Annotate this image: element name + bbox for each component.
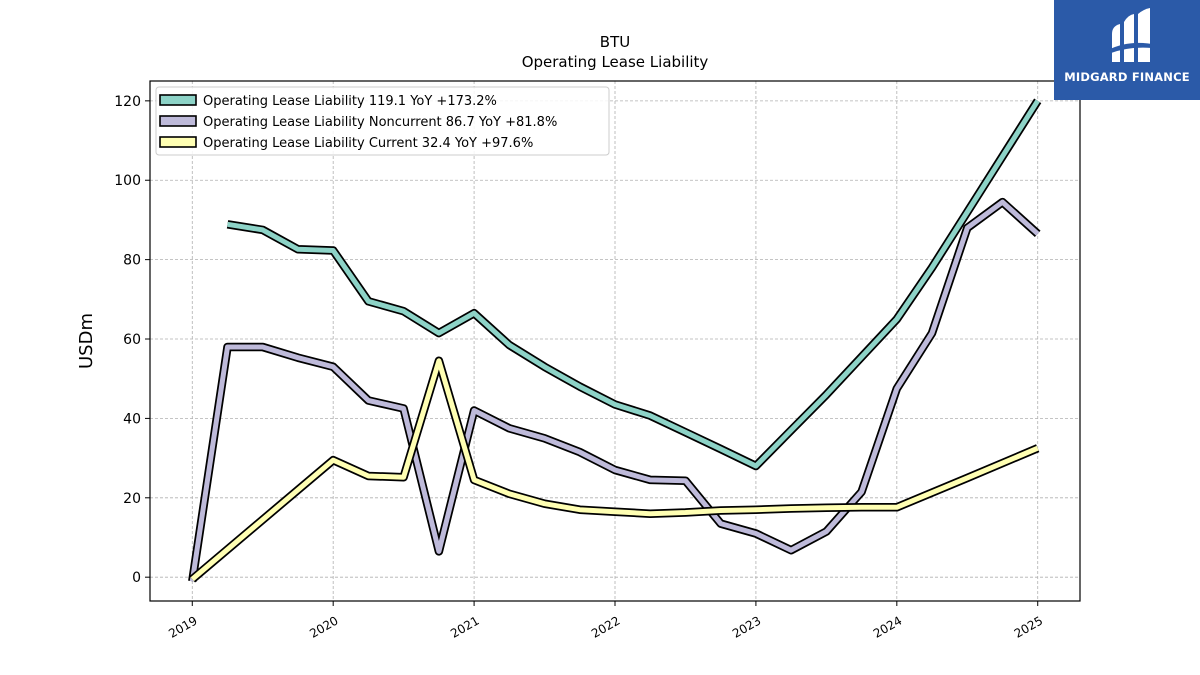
legend-entry: Operating Lease Liability 119.1 YoY +173… — [203, 94, 497, 109]
x-tick-label: 2019 — [166, 613, 199, 640]
legend: Operating Lease Liability 119.1 YoY +173… — [155, 86, 610, 156]
grid-lines — [150, 81, 1080, 601]
legend-swatch — [159, 115, 197, 127]
legend-swatch — [159, 136, 197, 148]
x-tick-label: 2021 — [448, 613, 481, 640]
legend-frame — [155, 86, 610, 156]
y-axis-label: USDm — [76, 313, 97, 369]
x-tick-label: 2024 — [871, 613, 904, 640]
x-tick-label: 2022 — [589, 613, 622, 640]
y-tick-label: 100 — [114, 173, 141, 189]
y-tick-label: 0 — [132, 570, 141, 586]
x-tick-label: 2023 — [730, 613, 763, 640]
legend-swatch — [159, 94, 197, 106]
series-line-1 — [227, 99, 1040, 469]
chart-subtitle: Operating Lease Liability — [522, 53, 709, 71]
logo-mark-icon — [1108, 8, 1152, 62]
series-line-2 — [189, 199, 1040, 582]
brand-name: MIDGARD FINANCE — [1064, 70, 1190, 84]
x-tick-label: 2025 — [1012, 613, 1045, 640]
legend-entry: Operating Lease Liability Noncurrent 86.… — [203, 115, 557, 130]
series-line-3 — [190, 358, 1039, 582]
legend-entry: Operating Lease Liability Current 32.4 Y… — [203, 136, 533, 151]
chart-title: BTU — [600, 33, 630, 51]
x-tick-label: 2020 — [307, 613, 340, 640]
y-tick-label: 60 — [123, 332, 141, 348]
y-tick-label: 20 — [123, 491, 141, 507]
y-tick-label: 80 — [123, 253, 141, 269]
y-tick-label: 120 — [114, 94, 141, 110]
brand-logo: MIDGARD FINANCE — [1054, 0, 1200, 100]
series-lines — [188, 98, 1042, 583]
y-tick-label: 40 — [123, 411, 141, 427]
